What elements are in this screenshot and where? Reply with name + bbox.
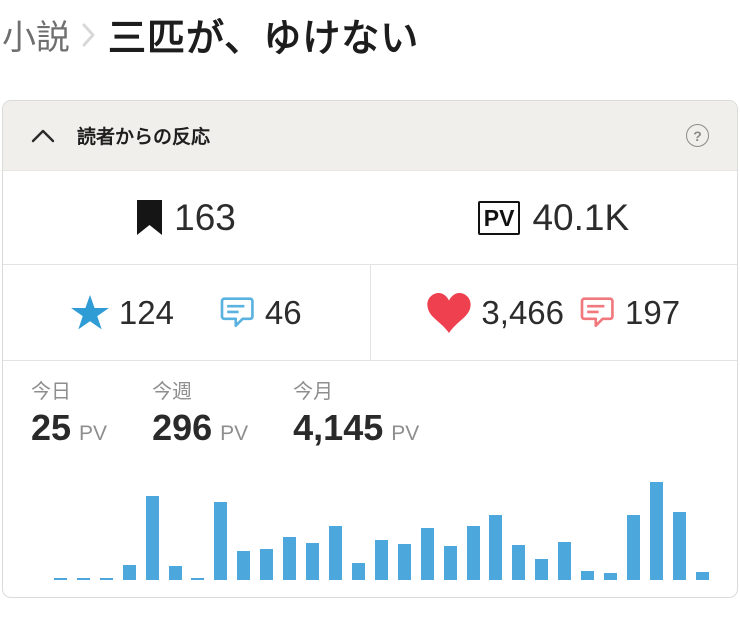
pv-bar <box>53 578 67 580</box>
help-icon[interactable]: ? <box>686 124 709 147</box>
star-group: 124 <box>70 293 174 332</box>
bookmark-count: 163 <box>174 196 236 238</box>
pv-bar <box>558 542 572 580</box>
pv-month-value: 4,145 <box>293 407 384 448</box>
pv-bar <box>99 578 113 580</box>
pv-badge-icon: PV <box>477 200 521 235</box>
reader-reactions-panel: 読者からの反応 ? 163 PV 40.1K 124 <box>2 100 738 598</box>
bookmark-icon <box>137 200 163 235</box>
heart-comment-count: 197 <box>625 293 681 331</box>
pv-today: 今日 25 PV <box>31 375 107 449</box>
pv-month-unit: PV <box>391 422 420 445</box>
pv-bar <box>626 515 640 580</box>
pv-bar <box>443 546 457 580</box>
heart-comment-group: 197 <box>580 294 680 332</box>
pv-today-unit: PV <box>79 422 108 445</box>
star-icon <box>70 294 109 331</box>
pv-count: 40.1K <box>532 196 630 238</box>
bookmark-total: 163 <box>3 171 370 264</box>
collapse-chevron-up-icon[interactable] <box>31 125 55 147</box>
pv-bar <box>397 544 411 580</box>
pv-week-label: 今週 <box>152 381 193 403</box>
star-count: 124 <box>118 293 174 331</box>
pv-bar <box>649 482 663 580</box>
heart-group: 3,466 <box>427 292 565 333</box>
chevron-right-icon <box>82 22 96 48</box>
pv-bar <box>191 578 205 580</box>
pv-bar-chart <box>3 461 737 597</box>
reviews-row: 124 46 3,466 <box>3 265 737 361</box>
pv-bar <box>604 573 618 580</box>
pv-month: 今月 4,145 PV <box>293 375 419 449</box>
pv-today-value: 25 <box>31 407 72 448</box>
pv-week: 今週 296 PV <box>152 375 248 449</box>
panel-header: 読者からの反応 ? <box>3 101 737 171</box>
breadcrumb: 小説 三匹が、ゆけない <box>2 8 740 60</box>
comment-icon <box>220 297 255 328</box>
comment-icon <box>580 297 615 328</box>
pv-bar <box>512 545 526 580</box>
heart-icon <box>427 292 472 333</box>
pv-bar <box>76 578 90 580</box>
pv-bar <box>214 502 228 580</box>
pv-month-label: 今月 <box>293 381 334 403</box>
pv-bar <box>122 565 136 580</box>
page-title: 三匹が、ゆけない <box>108 17 420 60</box>
pageview-total: PV 40.1K <box>370 171 737 264</box>
pv-bar <box>145 496 159 580</box>
heart-reactions: 3,466 197 <box>371 265 738 360</box>
pv-summary-row: 今日 25 PV 今週 296 PV 今月 4,145 PV <box>3 361 737 461</box>
pv-bar <box>374 540 388 580</box>
pv-bar <box>283 537 297 580</box>
pv-bar <box>260 549 274 580</box>
pv-week-unit: PV <box>220 422 249 445</box>
pv-bar <box>237 551 251 580</box>
breadcrumb-section-link[interactable]: 小説 <box>2 18 70 57</box>
pv-bar <box>695 572 709 580</box>
pv-bar <box>168 566 182 580</box>
star-comment-count: 46 <box>264 293 302 331</box>
pv-week-value: 296 <box>152 407 213 448</box>
pv-bar <box>328 526 342 580</box>
star-reviews: 124 46 <box>3 265 371 360</box>
pv-bar <box>489 515 503 580</box>
star-comment-group: 46 <box>220 294 302 332</box>
pv-bar <box>306 543 320 580</box>
pv-today-label: 今日 <box>31 381 71 403</box>
heart-count: 3,466 <box>481 293 565 331</box>
totals-row: 163 PV 40.1K <box>3 171 737 265</box>
pv-bar <box>420 528 434 580</box>
pv-bar <box>535 559 549 580</box>
panel-title: 読者からの反応 <box>77 127 211 148</box>
pv-bar <box>581 571 595 580</box>
pv-bar <box>466 526 480 580</box>
pv-bar <box>672 512 686 580</box>
pv-bar <box>351 563 365 580</box>
